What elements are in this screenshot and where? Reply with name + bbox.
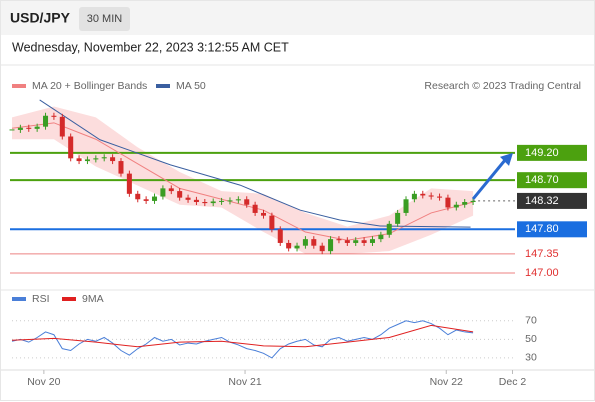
level-box [517, 144, 587, 161]
level-box [517, 221, 587, 238]
y-tick-label: 30 [525, 352, 537, 364]
ma-line [11, 122, 474, 241]
candle [219, 200, 225, 202]
level-label: 149.20 [525, 147, 559, 159]
candle [336, 239, 342, 241]
x-tick-label: Nov 20 [27, 376, 60, 388]
candle [17, 127, 23, 130]
level-label: 147.00 [525, 267, 559, 279]
candle [177, 191, 183, 198]
candle [101, 157, 107, 159]
candle [126, 173, 132, 194]
candle [110, 157, 116, 162]
x-tick-label: Nov 21 [228, 376, 261, 388]
candle [403, 199, 409, 213]
candle [160, 188, 166, 197]
candle [260, 212, 267, 216]
level-box [517, 172, 587, 189]
candle [185, 197, 191, 200]
candle [210, 201, 216, 204]
level-label: 147.80 [525, 223, 559, 235]
candle [445, 197, 451, 208]
candle [302, 239, 308, 246]
interval-button[interactable] [79, 7, 130, 31]
level-label: 148.70 [525, 174, 559, 186]
y-tick-label: 70 [525, 315, 537, 327]
level-box [517, 192, 587, 209]
candle [227, 200, 233, 202]
candle [135, 193, 141, 200]
candle [395, 212, 401, 224]
indicator-line [11, 320, 474, 359]
legend-swatch [12, 84, 26, 88]
forecast-arrowhead [500, 152, 513, 166]
candle [84, 159, 90, 162]
datetime: Wednesday, November 22, 2023 3:12:55 AM … [12, 40, 289, 54]
candle [453, 204, 459, 208]
candle [420, 193, 426, 196]
candle [59, 116, 65, 137]
candle [93, 158, 99, 160]
candle [319, 245, 325, 252]
candle [252, 204, 258, 213]
candle [143, 199, 149, 201]
legend-label: MA 50 [176, 80, 206, 92]
legend-label: 9MA [82, 293, 104, 305]
candle [34, 126, 40, 129]
candle [286, 242, 292, 249]
candle [152, 196, 158, 201]
level-label: 148.32 [525, 195, 559, 207]
legend-swatch [12, 297, 26, 301]
candle [76, 158, 82, 162]
y-tick-label: 50 [525, 333, 537, 345]
symbol: USD/JPY [10, 10, 71, 26]
candle [311, 239, 317, 246]
candle [68, 136, 74, 159]
candle [168, 188, 174, 192]
candle [411, 193, 417, 200]
credit: Research © 2023 Trading Central [424, 80, 581, 92]
candle [235, 199, 241, 201]
candle [328, 239, 334, 252]
candle [378, 234, 384, 240]
candle [462, 202, 468, 205]
candle [26, 127, 32, 129]
bollinger-band [12, 106, 474, 254]
legend-swatch [156, 84, 170, 88]
candle [118, 161, 124, 174]
forecast-arrow [471, 157, 508, 200]
level-label: 147.35 [525, 248, 559, 260]
candle [294, 245, 300, 249]
candle [193, 199, 199, 203]
candle [437, 196, 443, 198]
indicator-line [11, 324, 474, 348]
candle [344, 240, 350, 243]
candle [386, 223, 392, 235]
candle [51, 115, 57, 117]
candle [428, 195, 434, 197]
x-tick-label: Dec 2 [499, 376, 527, 388]
interval[interactable]: 30 MIN [87, 13, 123, 25]
candle [361, 240, 367, 243]
candle [470, 200, 476, 203]
legend-swatch [62, 297, 76, 301]
ma-line [39, 99, 471, 228]
candle [353, 240, 359, 243]
candle [202, 202, 208, 204]
candle [43, 115, 49, 127]
candle [269, 215, 275, 230]
candle [369, 239, 375, 243]
candle [277, 229, 283, 243]
x-tick-label: Nov 22 [430, 376, 463, 388]
legend-label: MA 20 + Bollinger Bands [32, 80, 147, 92]
candle [244, 199, 250, 205]
legend-label: RSI [32, 293, 50, 305]
